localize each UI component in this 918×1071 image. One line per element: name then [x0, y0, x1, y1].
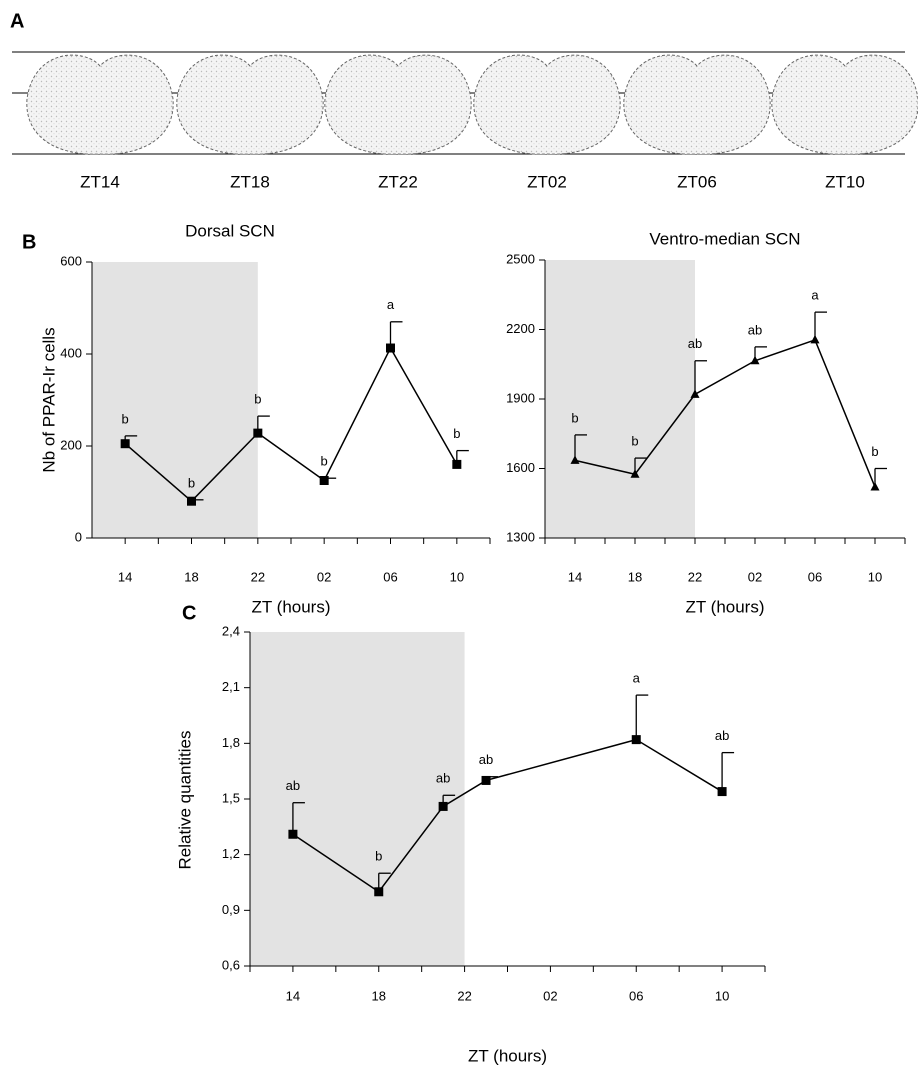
significance-letter: b	[188, 475, 195, 490]
y-axis-label: Nb of PPAR-Ir cells	[39, 327, 58, 472]
section-label: ZT14	[80, 172, 120, 191]
marker	[121, 439, 130, 448]
x-tick-label: 18	[628, 569, 642, 584]
marker	[320, 476, 329, 485]
night-shading	[250, 632, 465, 966]
scn-section	[325, 55, 471, 154]
significance-letter: b	[122, 411, 129, 426]
x-tick-label: 14	[286, 988, 300, 1003]
significance-letter: b	[375, 849, 382, 864]
significance-letter: a	[387, 297, 395, 312]
y-tick-label: 400	[60, 345, 82, 360]
y-tick-label: 1900	[506, 390, 535, 405]
x-tick-label: 22	[688, 569, 702, 584]
x-tick-label: 02	[748, 569, 762, 584]
y-axis-label: Relative quantities	[175, 731, 194, 870]
significance-letter: a	[811, 288, 819, 303]
x-tick-label: 02	[543, 988, 557, 1003]
x-tick-label: 02	[317, 569, 331, 584]
significance-letter: ab	[286, 778, 300, 793]
significance-letter: b	[453, 426, 460, 441]
marker	[482, 776, 491, 785]
significance-letter: ab	[688, 336, 702, 351]
x-tick-label: 18	[184, 569, 198, 584]
marker	[386, 344, 395, 353]
significance-letter: ab	[436, 771, 450, 786]
scn-section	[772, 55, 918, 154]
panel-label: A	[10, 10, 24, 32]
x-axis-label: ZT (hours)	[468, 1046, 547, 1065]
x-tick-label: 10	[868, 569, 882, 584]
marker	[288, 830, 297, 839]
y-tick-label: 1,2	[222, 846, 240, 861]
y-tick-label: 1600	[506, 460, 535, 475]
marker	[632, 735, 641, 744]
marker	[811, 335, 820, 344]
figure: A ZT14 ZT18 ZT22 ZT02 ZT06 ZT10 Dorsal SCN B Nb …	[0, 0, 918, 1071]
scn-section	[27, 55, 173, 154]
scn-section	[177, 55, 323, 154]
marker	[187, 497, 196, 506]
x-tick-label: 22	[251, 569, 265, 584]
section-label: ZT10	[825, 172, 865, 191]
x-tick-label: 10	[450, 569, 464, 584]
panel-label: B	[22, 231, 36, 253]
x-tick-label: 14	[568, 569, 582, 584]
marker	[439, 802, 448, 811]
significance-letter: b	[871, 444, 878, 459]
night-shading	[92, 262, 258, 538]
x-tick-label: 10	[715, 988, 729, 1003]
significance-letter: ab	[715, 728, 729, 743]
y-tick-label: 600	[60, 253, 82, 268]
scn-section	[624, 55, 770, 154]
x-axis-label: ZT (hours)	[685, 597, 764, 616]
y-tick-label: 2200	[506, 321, 535, 336]
x-tick-label: 06	[383, 569, 397, 584]
chart-title: Ventro-median SCN	[649, 229, 800, 248]
section-label: ZT06	[677, 172, 717, 191]
marker	[871, 482, 880, 491]
x-tick-label: 22	[457, 988, 471, 1003]
y-tick-label: 1,5	[222, 790, 240, 805]
significance-letter: ab	[479, 752, 493, 767]
section-label: ZT22	[378, 172, 418, 191]
y-tick-label: 2,4	[222, 623, 240, 638]
section-label: ZT18	[230, 172, 270, 191]
y-tick-label: 200	[60, 437, 82, 452]
scn-section	[474, 55, 620, 154]
x-tick-label: 06	[629, 988, 643, 1003]
section-label: ZT02	[527, 172, 567, 191]
x-tick-label: 14	[118, 569, 132, 584]
y-tick-label: 2500	[506, 251, 535, 266]
x-tick-label: 06	[808, 569, 822, 584]
x-tick-label: 18	[372, 988, 386, 1003]
significance-letter: b	[254, 392, 261, 407]
night-shading	[545, 260, 695, 538]
y-tick-label: 0,6	[222, 957, 240, 972]
marker	[374, 887, 383, 896]
significance-letter: a	[633, 671, 641, 686]
significance-letter: b	[321, 454, 328, 469]
chart-title: Dorsal SCN	[185, 221, 275, 240]
y-tick-label: 0	[75, 529, 82, 544]
y-tick-label: 1300	[506, 529, 535, 544]
significance-letter: b	[631, 434, 638, 449]
x-axis-label: ZT (hours)	[251, 597, 330, 616]
significance-letter: ab	[748, 322, 762, 337]
y-tick-label: 1,8	[222, 735, 240, 750]
significance-letter: b	[571, 410, 578, 425]
marker	[718, 787, 727, 796]
marker	[253, 429, 262, 438]
panel-label: C	[182, 602, 196, 624]
marker	[452, 460, 461, 469]
y-tick-label: 2,1	[222, 679, 240, 694]
y-tick-label: 0,9	[222, 902, 240, 917]
